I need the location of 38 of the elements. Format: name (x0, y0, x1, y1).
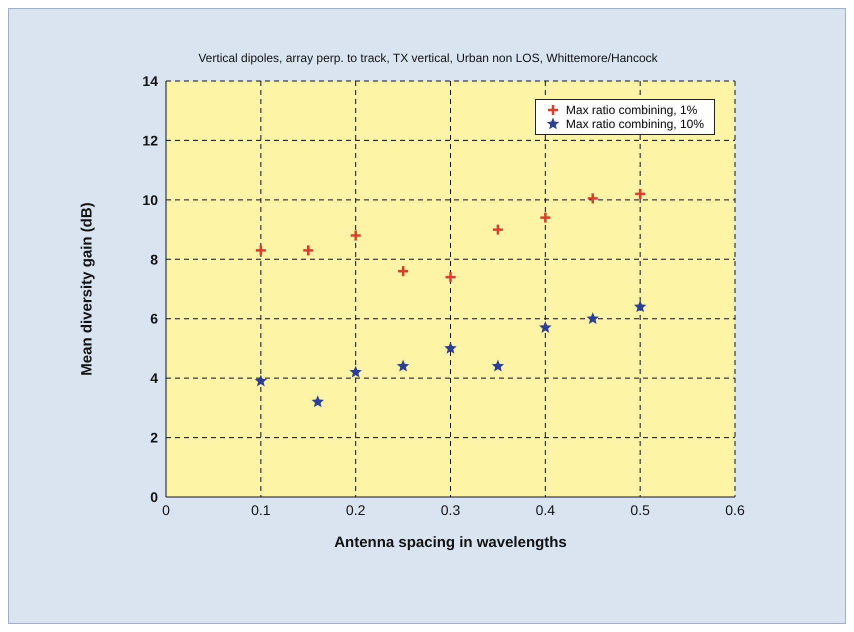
point (312, 395, 324, 408)
point (302, 244, 314, 257)
point (396, 360, 410, 372)
point (586, 192, 599, 205)
legend-label: Max ratio combining, 10% (566, 117, 704, 131)
y-tick-label: 6 (150, 310, 158, 327)
y-tick-label: 0 (150, 488, 158, 505)
y-tick-label: 10 (142, 192, 158, 208)
y-tick-label: 2 (150, 430, 158, 446)
point (634, 300, 646, 312)
point (539, 321, 552, 333)
y-tick-label: 12 (142, 132, 158, 148)
x-axis-title: Antenna spacing in wavelengths (334, 534, 567, 551)
point (539, 211, 552, 224)
x-tick-label: 0 (162, 502, 170, 518)
y-axis-title: Mean diversity gain (dB) (78, 202, 96, 376)
point (492, 223, 504, 236)
point (634, 188, 646, 200)
x-tick-label: 0.2 (346, 502, 366, 518)
x-tick-label: 0.6 (725, 502, 745, 518)
point (586, 312, 599, 324)
point (254, 244, 268, 257)
point (444, 270, 457, 284)
y-tick-label: 8 (150, 251, 158, 268)
point (444, 342, 457, 354)
chart-title: Vertical dipoles, array perp. to track, TX vertical, Urban non LOS, Whittemore/Hancock (197, 51, 659, 65)
point (396, 264, 410, 278)
legend-label: Max ratio combining, 1% (566, 103, 698, 117)
point (492, 360, 504, 372)
y-tick-label: 14 (142, 72, 158, 89)
x-tick-label: 0.1 (251, 502, 271, 518)
point (254, 374, 268, 386)
x-tick-label: 0.4 (536, 502, 556, 518)
point (349, 229, 362, 242)
x-tick-label: 0.3 (440, 502, 460, 518)
y-tick-label: 4 (150, 370, 158, 386)
x-tick-label: 0.5 (630, 502, 650, 518)
point (349, 366, 362, 378)
